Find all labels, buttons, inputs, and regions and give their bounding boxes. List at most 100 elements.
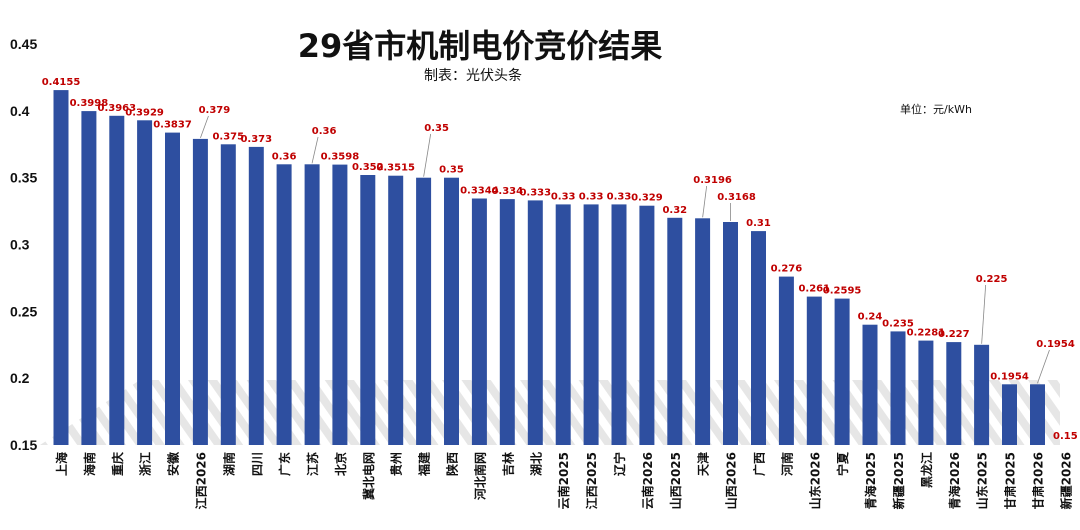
- bar: [444, 177, 459, 445]
- bar: [946, 342, 962, 445]
- bar-value-label: 0.4155: [42, 77, 81, 88]
- label-leader-line: [702, 185, 708, 218]
- x-tick-label: 辽宁: [612, 452, 627, 476]
- bar-value-label: 0.329: [631, 193, 663, 204]
- y-tick-label: 0.3: [10, 237, 30, 253]
- bar-value-label: 0.333: [519, 187, 551, 198]
- bar: [360, 175, 376, 445]
- bar-value-label: 0.3998: [70, 98, 109, 109]
- x-tick-label: 江苏: [305, 452, 320, 476]
- bar-value-label: 0.235: [882, 318, 914, 329]
- bar-value-label: 0.261: [798, 284, 830, 295]
- bar: [667, 217, 683, 445]
- y-tick-label: 0.4: [10, 103, 30, 119]
- bar-value-label: 0.379: [199, 105, 231, 116]
- x-tick-label: 广西: [752, 452, 767, 476]
- x-tick-label: 北京: [333, 452, 348, 476]
- bar-value-label: 0.3168: [717, 192, 756, 203]
- chart-subtitle: 制表：光伏头条: [424, 67, 522, 84]
- bar: [890, 331, 906, 445]
- bar-value-label: 0.35: [424, 123, 449, 134]
- bar: [974, 344, 990, 446]
- bar: [1030, 384, 1045, 445]
- x-tick-label: 上海: [54, 452, 69, 476]
- y-tick-label: 0.2: [10, 370, 30, 386]
- y-tick-label: 0.15: [10, 437, 37, 453]
- bar: [611, 204, 627, 445]
- bar: [1002, 384, 1017, 445]
- x-tick-labels: 上海 海南 重庆 浙江 安徽 江西2026 湖南 四川 广东 江苏 北京 冀北电网 贵州 福建 陕西 河北南网…: [54, 451, 1073, 509]
- bar: [723, 222, 738, 445]
- label-leader-line: [311, 136, 319, 164]
- bar-value-label: 0.36: [312, 126, 337, 137]
- x-tick-label: 山西2025: [668, 452, 683, 509]
- bar-value-label: 0.36: [272, 151, 297, 162]
- bar-value-label: 0.2595: [823, 286, 862, 297]
- bar-value-label: 0.375: [212, 131, 244, 142]
- bar-value-label: 0.32: [662, 205, 687, 216]
- x-tick-label: 福建: [417, 451, 432, 477]
- x-tick-label: 宁夏: [835, 451, 850, 476]
- x-tick-label: 陕西: [445, 452, 460, 476]
- bar-value-label: 0.31: [746, 218, 771, 229]
- bar: [276, 164, 292, 446]
- x-tick-label: 青海2025: [863, 452, 878, 509]
- bar-value-label: 0.33: [607, 191, 632, 202]
- chart-title: 29省市机制电价竞价结果: [298, 27, 663, 65]
- bar: [751, 231, 766, 445]
- bar: [834, 298, 850, 445]
- bar: [248, 146, 264, 445]
- bar-value-label: 0.276: [771, 264, 803, 275]
- bar-value-label: 0.33: [579, 191, 604, 202]
- x-tick-label: 黑龙江: [919, 452, 934, 488]
- bar-value-label: 0.352: [352, 162, 384, 173]
- bar-value-label: 0.373: [240, 134, 272, 145]
- y-tick-label: 0.25: [10, 303, 37, 319]
- x-tick-label: 湖南: [221, 452, 236, 476]
- bar: [332, 164, 348, 445]
- bar-value-label: 0.1954: [1036, 339, 1075, 350]
- x-tick-label: 青海2026: [947, 452, 962, 509]
- x-tick-label: 吉林: [500, 452, 515, 476]
- bar-value-label: 0.3196: [693, 175, 732, 186]
- x-tick-label: 重庆: [110, 452, 125, 476]
- bar: [583, 204, 599, 445]
- y-axis: 0.45 0.4 0.35 0.3 0.25 0.2 0.15: [10, 36, 37, 453]
- bar: [695, 218, 711, 445]
- bar: [918, 340, 934, 445]
- bar-value-label: 0.15: [1053, 431, 1078, 442]
- bar: [862, 324, 878, 445]
- x-tick-label: 贵州: [389, 452, 404, 476]
- x-tick-label: 新疆2026: [1058, 452, 1073, 509]
- bar-value-label: 0.334: [491, 186, 523, 197]
- x-tick-label: 江西2025: [584, 452, 599, 509]
- bar-value-label: 0.3344: [460, 186, 499, 197]
- bar: [499, 199, 515, 445]
- label-leader-line: [1037, 349, 1050, 384]
- bars: [53, 90, 1045, 446]
- bar: [639, 205, 655, 445]
- bar-value-label: 0.2281: [907, 328, 946, 339]
- bar: [778, 276, 794, 445]
- bar: [192, 138, 208, 445]
- x-tick-label: 山西2026: [724, 452, 739, 509]
- bar: [109, 115, 125, 446]
- x-tick-label: 湖北: [528, 452, 543, 476]
- bar-value-label: 0.3837: [153, 120, 192, 131]
- bar: [471, 198, 487, 445]
- x-tick-label: 天津: [696, 452, 711, 476]
- bar-value-label: 0.3598: [321, 152, 360, 163]
- bar: [165, 132, 180, 445]
- label-leader-line: [981, 284, 987, 344]
- x-tick-label: 四川: [250, 452, 264, 476]
- unit-label: 单位：元/kWh: [900, 102, 972, 116]
- label-leader-line: [423, 133, 432, 177]
- bar-value-label: 0.24: [858, 312, 883, 323]
- x-tick-label: 河南: [779, 452, 794, 477]
- y-tick-label: 0.45: [10, 36, 37, 52]
- x-tick-label: 山东2026: [807, 452, 822, 509]
- x-tick-label: 云南2025: [556, 452, 571, 509]
- bar-value-label: 0.33: [551, 191, 576, 202]
